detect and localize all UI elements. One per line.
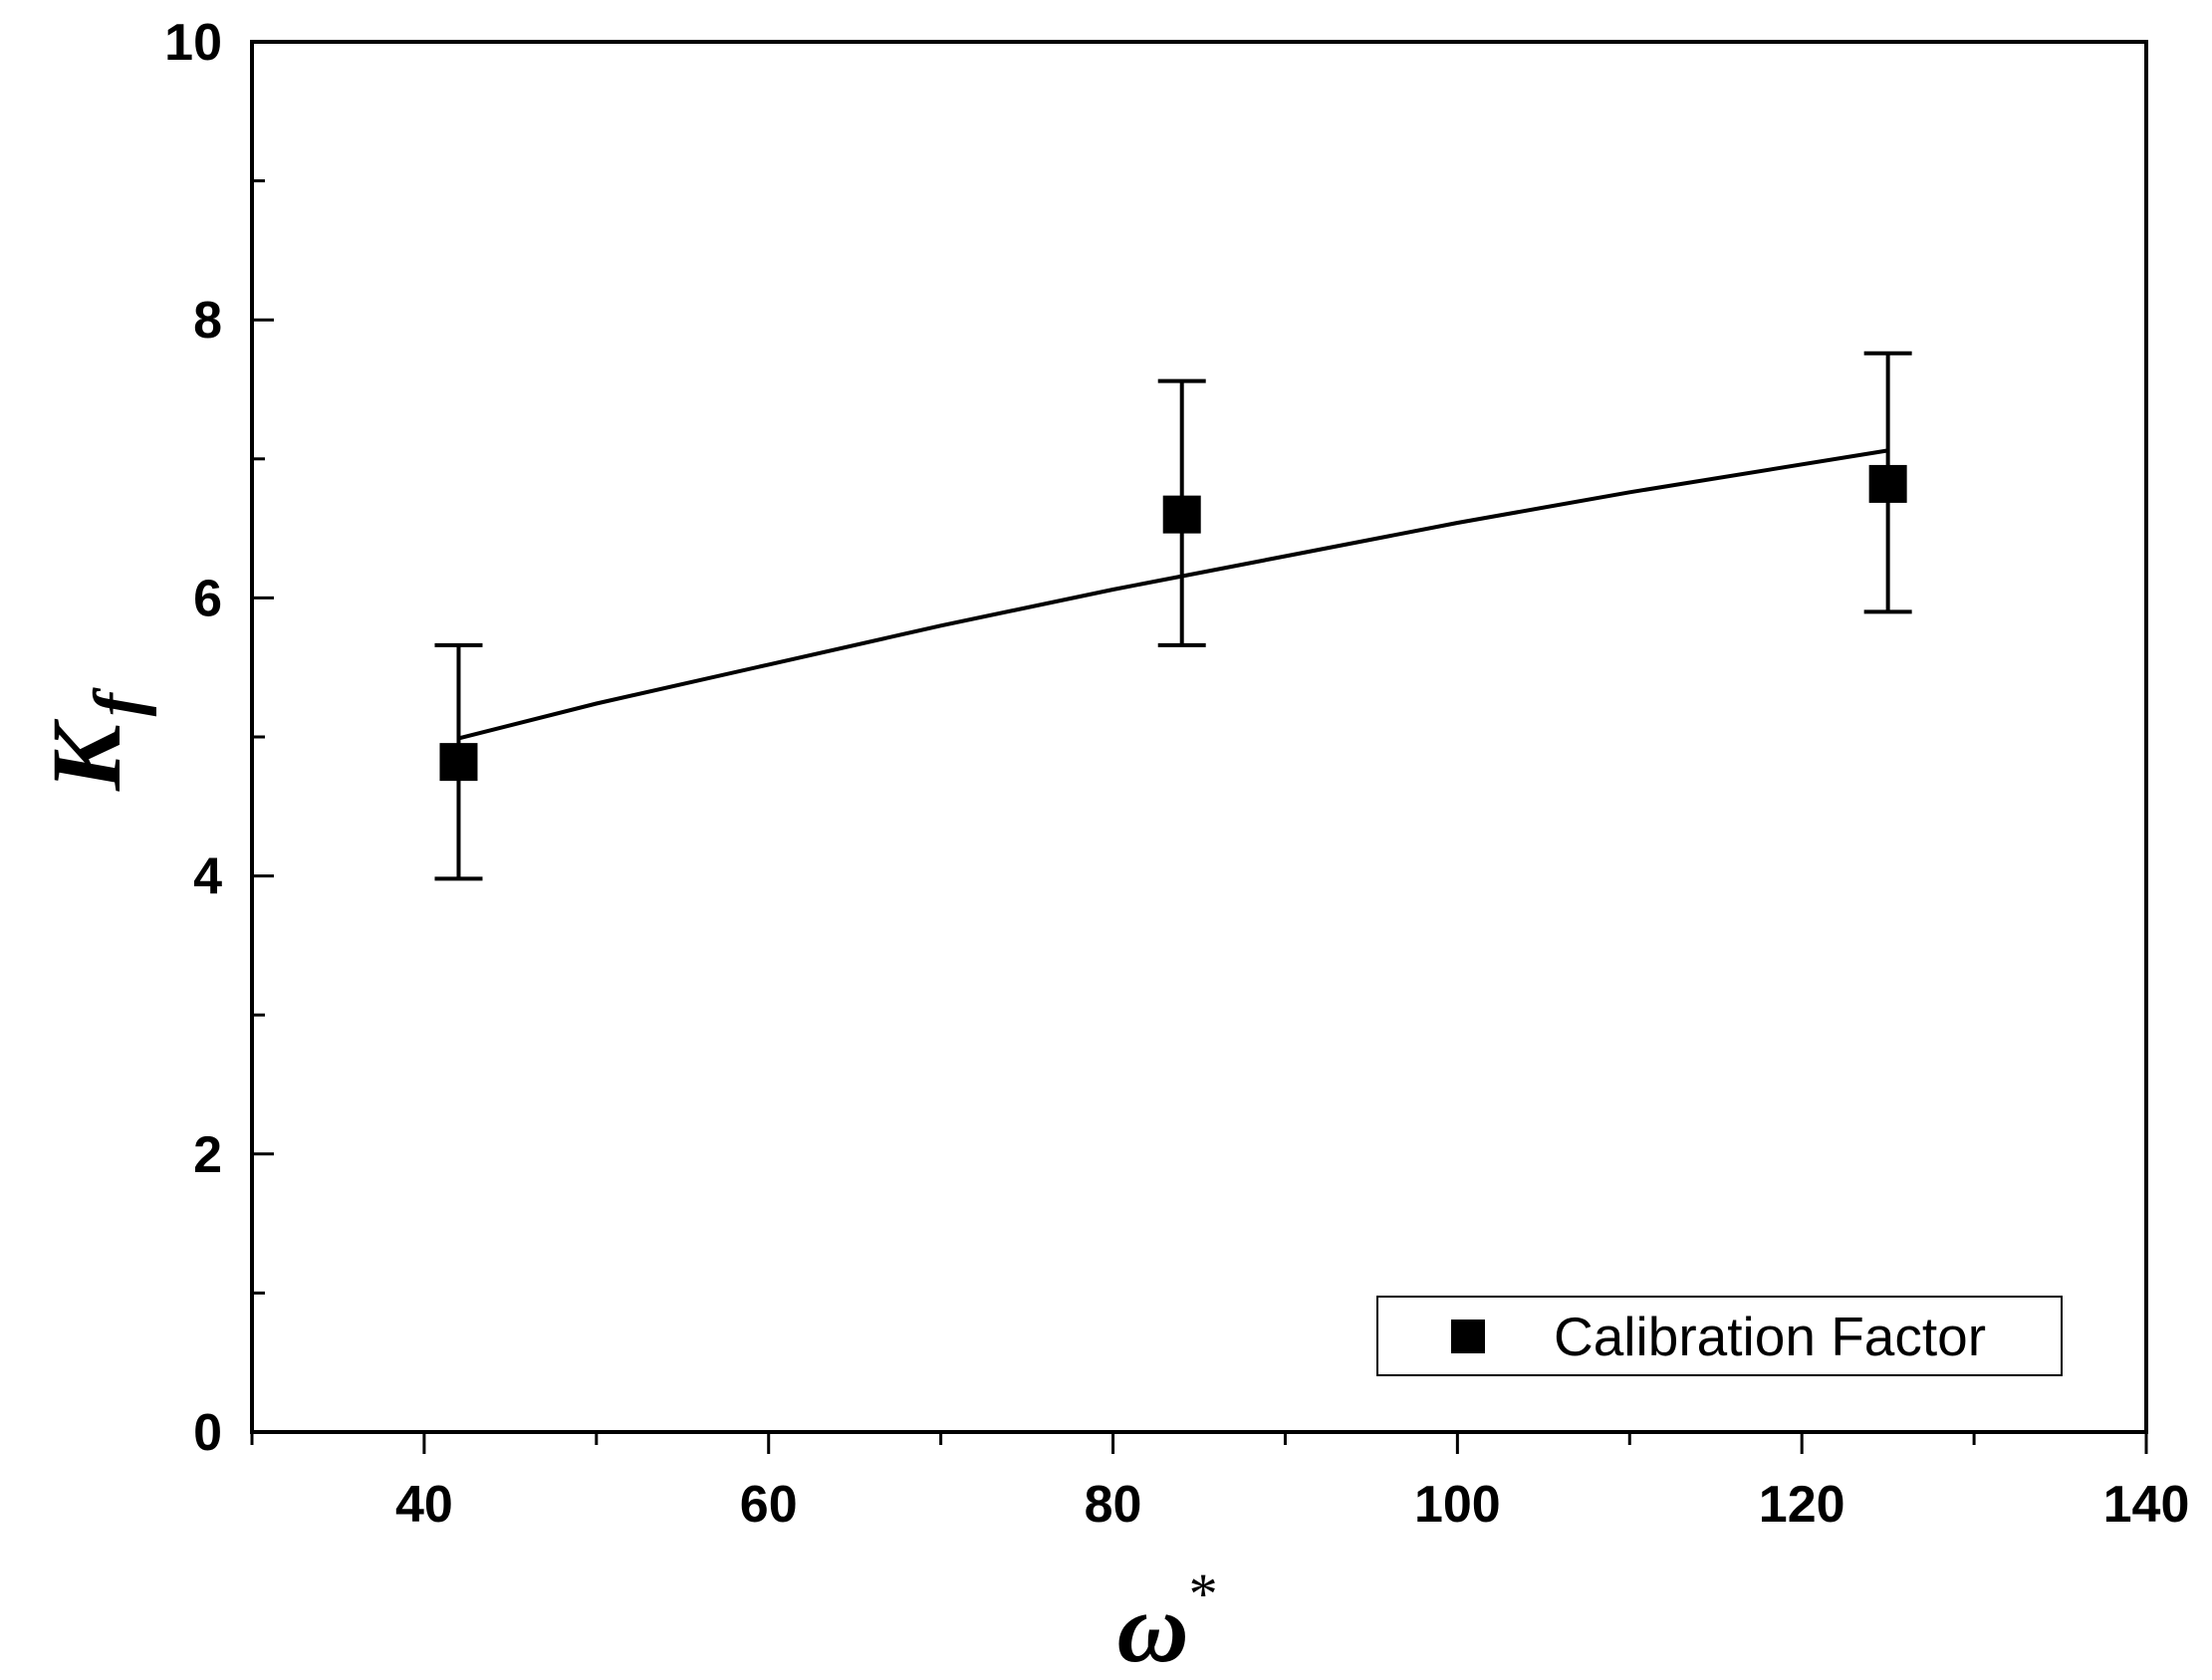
y-axis-title-subscript: f bbox=[81, 686, 157, 716]
legend-box bbox=[1376, 1296, 2063, 1376]
plot-area-frame bbox=[250, 40, 2148, 1434]
legend: Calibration Factor bbox=[1376, 1296, 2063, 1376]
x-axis-ticks: 40 60 80 100 120 140 bbox=[250, 1432, 2190, 1534]
data-point-marker bbox=[439, 743, 478, 782]
x-axis-title-superscript: * bbox=[1189, 1561, 1218, 1626]
x-tick-label: 80 bbox=[1085, 1476, 1142, 1534]
data-point-marker bbox=[1162, 495, 1201, 534]
x-tick-label: 140 bbox=[2103, 1476, 2190, 1534]
x-tick-label: 120 bbox=[1759, 1476, 1845, 1534]
fit-curve-group bbox=[458, 448, 1888, 741]
y-axis-ticks: 0 2 4 6 8 10 bbox=[164, 14, 274, 1462]
data-point-marker bbox=[1868, 464, 1907, 503]
x-axis-title-symbol: ω bbox=[1116, 1572, 1188, 1680]
y-tick-label: 10 bbox=[164, 14, 222, 72]
x-tick-label: 40 bbox=[395, 1476, 453, 1534]
y-tick-label: 2 bbox=[193, 1126, 222, 1184]
fit-curve-line bbox=[458, 448, 1888, 741]
data-points-group bbox=[434, 351, 1912, 881]
legend-marker-square bbox=[1451, 1320, 1485, 1353]
legend-label: Calibration Factor bbox=[1554, 1306, 1986, 1367]
x-axis-title: ω* bbox=[1116, 1561, 1217, 1680]
x-tick-label: 100 bbox=[1414, 1476, 1501, 1534]
y-tick-label: 4 bbox=[193, 848, 222, 906]
x-tick-label: 60 bbox=[740, 1476, 798, 1534]
y-tick-label: 0 bbox=[193, 1404, 222, 1462]
y-tick-label: 8 bbox=[193, 292, 222, 350]
y-axis-title-symbol: K bbox=[31, 718, 141, 792]
y-tick-label: 6 bbox=[193, 570, 222, 627]
y-axis-title: Kf bbox=[31, 686, 157, 792]
